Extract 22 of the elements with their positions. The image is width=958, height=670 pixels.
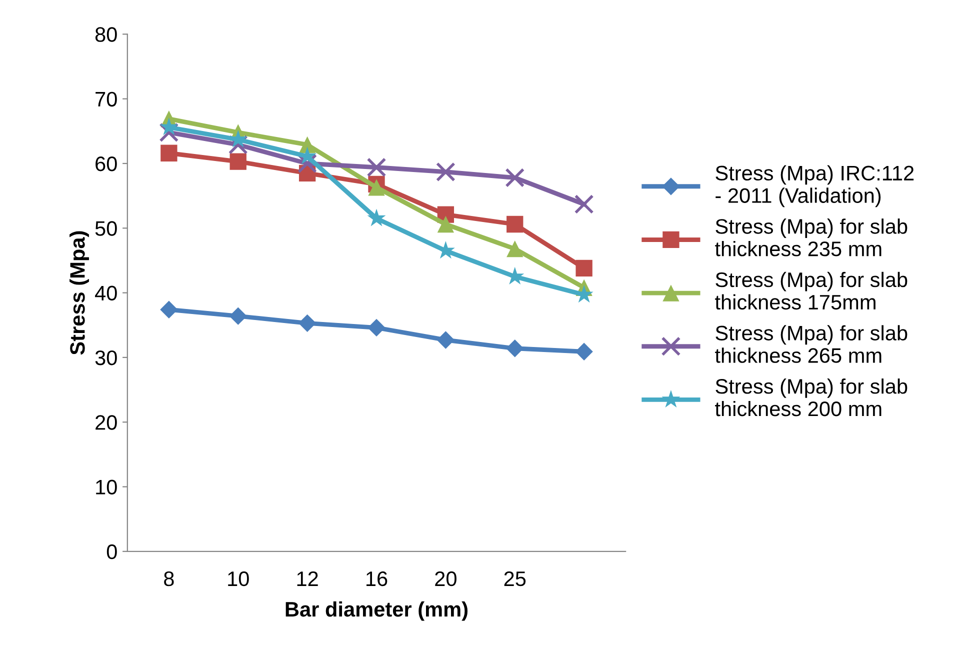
x-axis-title: Bar diameter (mm) — [286, 601, 468, 621]
x-tick-label: 25 — [504, 571, 526, 586]
x-tick-label: 20 — [435, 571, 456, 586]
y-tick-label: 40 — [95, 286, 117, 301]
y-tick-label: 10 — [96, 480, 117, 495]
legend-label: Stress (Mpa) IRC:112 - 2011 (Validation) — [716, 165, 914, 208]
y-axis-title: Stress (Mpa) — [70, 231, 89, 355]
legend-label: Stress (Mpa) for slab thickness 200 mm — [715, 378, 908, 416]
legend-label: Stress (Mpa) for slab thickness 265 mm — [715, 325, 908, 363]
y-tick-label: 30 — [95, 350, 117, 366]
legend-label: Stress (Mpa) for slab thickness 175mm — [715, 272, 908, 310]
x-tick-label: 12 — [297, 571, 318, 586]
legend-label: Stress (Mpa) for slab thickness 235 mm — [715, 218, 908, 256]
x-tick-label: 8 — [164, 571, 174, 586]
y-tick-label: 0 — [106, 544, 117, 560]
y-tick-label: 70 — [96, 92, 117, 107]
y-tick-label: 50 — [95, 221, 117, 236]
y-tick-label: 60 — [96, 156, 117, 172]
y-tick-label: 80 — [95, 27, 117, 42]
x-tick-label: 10 — [228, 571, 249, 586]
x-tick-label: 16 — [366, 571, 388, 586]
y-tick-label: 20 — [96, 415, 117, 430]
